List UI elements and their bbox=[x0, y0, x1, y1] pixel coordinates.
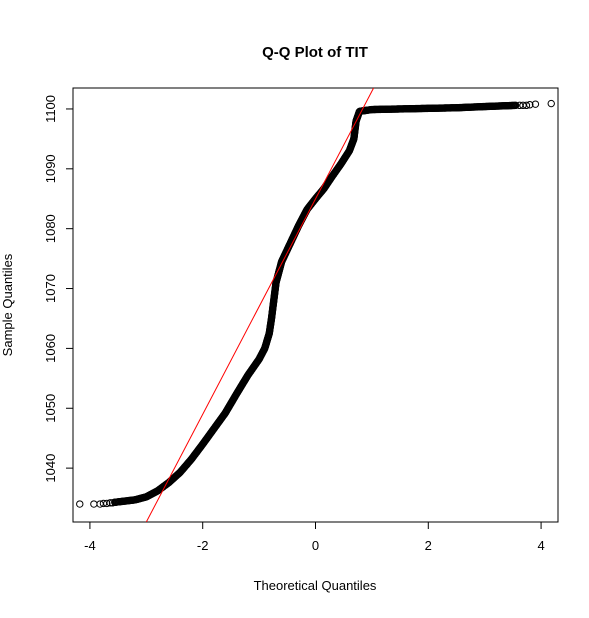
sample-point bbox=[90, 500, 98, 508]
chart-title: Q-Q Plot of TIT bbox=[262, 44, 368, 61]
reference-line-layer bbox=[145, 88, 375, 522]
y-tick-label: 1090 bbox=[43, 154, 58, 183]
sample-point bbox=[526, 101, 534, 109]
sample-point bbox=[111, 498, 119, 506]
y-tick-label: 1100 bbox=[43, 95, 58, 123]
y-axis-title: Sample Quantiles bbox=[0, 253, 15, 356]
reference-line bbox=[145, 88, 375, 522]
x-tick-label: 4 bbox=[537, 538, 544, 553]
y-tick-label: 1040 bbox=[43, 454, 58, 483]
sample-point bbox=[512, 101, 520, 110]
x-tick-label: 2 bbox=[425, 538, 432, 553]
y-tick-label: 1050 bbox=[43, 394, 58, 423]
x-tick-label: -4 bbox=[84, 538, 96, 553]
sample-point bbox=[531, 100, 540, 108]
y-tick-label: 1080 bbox=[43, 214, 58, 243]
x-axis-title: Theoretical Quantiles bbox=[254, 578, 377, 593]
sample-point bbox=[103, 499, 111, 508]
sample-points bbox=[76, 99, 555, 508]
sample-point bbox=[547, 99, 555, 108]
sample-point bbox=[76, 500, 84, 508]
sample-point bbox=[106, 499, 114, 507]
sample-point bbox=[522, 101, 531, 110]
y-tick-label: 1060 bbox=[43, 334, 58, 363]
x-axis: -4 -2 0 2 4 bbox=[84, 521, 545, 553]
y-axis: 1040 1050 1060 1070 1080 1090 1100 bbox=[43, 95, 74, 483]
x-tick-label: 0 bbox=[312, 538, 319, 553]
plot-frame bbox=[72, 87, 559, 523]
y-tick-label: 1070 bbox=[43, 274, 58, 303]
x-tick-label: -2 bbox=[197, 538, 209, 553]
